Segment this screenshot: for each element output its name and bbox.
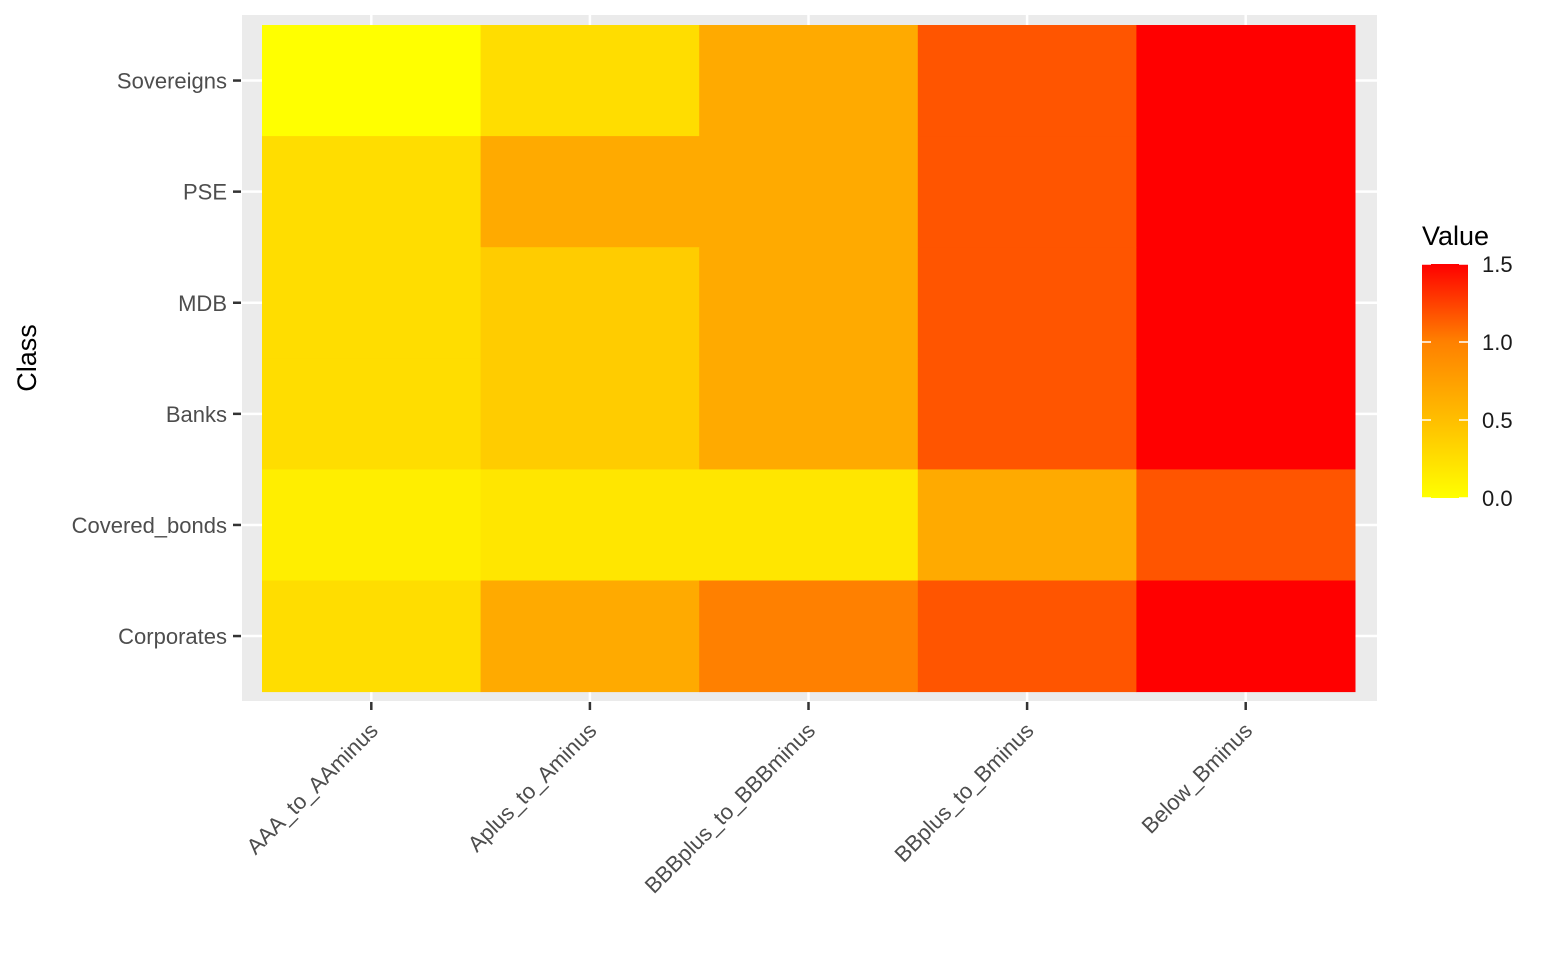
x-tick-label: Below_Bminus [1137,718,1258,839]
heatmap-cell [917,136,1137,248]
legend-ticks: 0.0 0.5 1.0 1.5 [1422,252,1513,511]
heatmap-cell [262,469,482,581]
y-tick-label: MDB [178,291,227,316]
x-tick-label: AAA_to_AAminus [242,718,383,859]
y-tick-label: PSE [183,180,227,205]
x-tick-label: BBBplus_to_BBBminus [640,718,820,898]
heatmap-cell [1136,469,1356,581]
y-axis-title: Class [12,324,42,392]
legend-colorbar [1422,264,1468,498]
heatmap-cell [262,247,482,359]
heatmap-cell [262,25,482,137]
legend-tick-label: 0.0 [1482,486,1513,511]
heatmap-cell [699,580,919,693]
y-tick-label: Sovereigns [117,69,227,94]
legend-tick-label: 0.5 [1482,408,1513,433]
x-axis: AAA_to_AAminus Aplus_to_Aminus BBBplus_to_… [242,702,1258,898]
heatmap-cell [480,25,700,137]
heatmap-cell [480,136,700,248]
heatmap-cell [917,580,1137,693]
heatmap-cell [699,247,919,359]
heatmap-cell [917,247,1137,359]
y-axis: Sovereigns PSE MDB Banks Covered_bonds Corpor… [72,69,241,649]
heatmap-cell [1136,580,1356,693]
heatmap-cell [1136,247,1356,359]
y-tick-label: Covered_bonds [72,513,227,538]
heatmap-cell [699,25,919,137]
legend-tick-label: 1.5 [1482,252,1513,277]
heatmap-cell [1136,358,1356,470]
heatmap-cell [917,25,1137,137]
heatmap-cell [480,469,700,581]
y-tick-label: Banks [166,402,227,427]
heatmap-cell [917,358,1137,470]
heatmap-cell [1136,25,1356,137]
heatmap-cell [699,136,919,248]
x-tick-label: BBplus_to_Bminus [890,718,1039,867]
heatmap-cell [480,580,700,693]
heatmap-cell [262,358,482,470]
legend-tick-label: 1.0 [1482,330,1513,355]
heatmap-cell [480,358,700,470]
heatmap-cell [699,469,919,581]
heatmap-cell [699,358,919,470]
heatmap-cell [262,136,482,248]
legend: Value 0.0 0.5 1.0 1.5 [1422,221,1513,511]
heatmap-cell [917,469,1137,581]
y-tick-label: Corporates [118,624,227,649]
legend-title: Value [1422,221,1489,251]
heatmap-cells [262,25,1356,693]
heatmap-cell [1136,136,1356,248]
heatmap-cell [480,247,700,359]
x-tick-label: Aplus_to_Aminus [463,718,602,857]
heatmap-cell [262,580,482,693]
